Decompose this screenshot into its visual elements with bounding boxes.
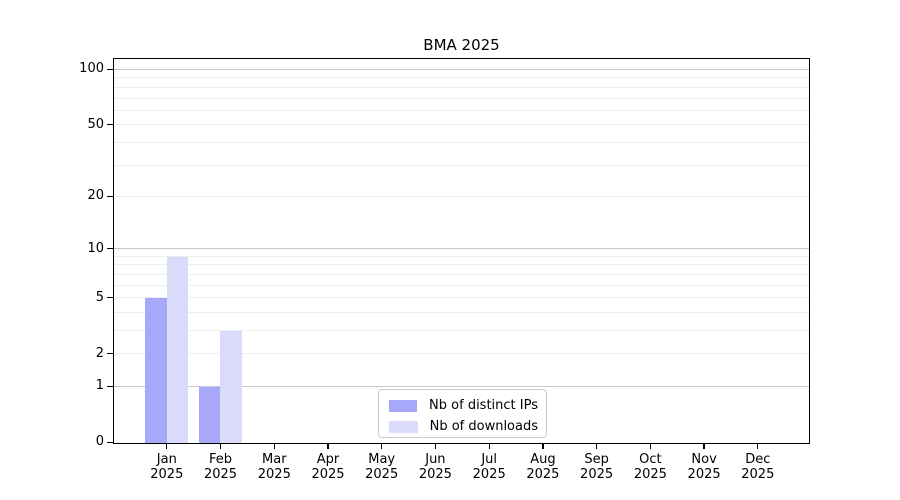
bar-feb-series-1 bbox=[220, 331, 242, 443]
x-tick-jan bbox=[166, 444, 168, 449]
x-tick-label-oct: Oct 2025 bbox=[633, 452, 667, 482]
x-tick-label-sep: Sep 2025 bbox=[580, 452, 614, 482]
y-tick-label-50: 50 bbox=[87, 116, 104, 132]
y-tick-label-10: 10 bbox=[87, 240, 104, 256]
major-gridline-100 bbox=[114, 69, 809, 70]
x-tick-label-mar: Mar 2025 bbox=[257, 452, 291, 482]
minor-gridline-4 bbox=[114, 311, 809, 313]
legend-swatch-distinct-ips bbox=[389, 399, 418, 412]
x-tick-label-nov: Nov 2025 bbox=[687, 452, 721, 482]
x-tick-feb bbox=[219, 444, 222, 449]
x-tick-may bbox=[381, 444, 383, 449]
x-tick-label-dec: Dec 2025 bbox=[741, 452, 775, 482]
y-tick-2 bbox=[107, 352, 113, 355]
x-tick-label-jan: Jan 2025 bbox=[150, 452, 184, 482]
minor-gridline-9 bbox=[114, 255, 809, 257]
x-tick-label-may: May 2025 bbox=[365, 452, 399, 482]
y-tick-label-1: 1 bbox=[95, 378, 104, 394]
minor-gridline-20 bbox=[114, 195, 809, 197]
y-tick-0 bbox=[107, 441, 113, 443]
legend-label-distinct-ips: Nb of distinct IPs bbox=[429, 398, 538, 413]
plot-area: Nb of distinct IPs Nb of downloads bbox=[113, 58, 810, 444]
minor-gridline-80 bbox=[114, 86, 809, 88]
x-tick-apr bbox=[327, 444, 329, 449]
x-tick-label-jul: Jul 2025 bbox=[472, 452, 506, 482]
x-tick-oct bbox=[649, 444, 651, 449]
minor-gridline-7 bbox=[114, 273, 809, 275]
minor-gridline-70 bbox=[114, 97, 809, 99]
y-tick-10 bbox=[107, 247, 113, 250]
y-tick-1 bbox=[107, 385, 113, 387]
minor-gridline-30 bbox=[114, 164, 809, 166]
y-tick-20 bbox=[107, 195, 113, 197]
legend: Nb of distinct IPs Nb of downloads bbox=[378, 389, 547, 438]
legend-label-downloads: Nb of downloads bbox=[429, 419, 538, 434]
bar-feb-series-0 bbox=[198, 387, 221, 443]
x-tick-nov bbox=[703, 444, 705, 449]
minor-gridline-8 bbox=[114, 264, 809, 266]
x-tick-aug bbox=[542, 444, 544, 449]
y-tick-100 bbox=[107, 68, 113, 70]
legend-item-distinct-ips: Nb of distinct IPs bbox=[389, 398, 538, 413]
x-tick-label-feb: Feb 2025 bbox=[203, 452, 238, 482]
x-tick-label-jun: Jun 2025 bbox=[418, 452, 452, 482]
x-tick-label-aug: Aug 2025 bbox=[526, 452, 560, 482]
minor-gridline-60 bbox=[114, 109, 809, 111]
bar-jan-series-0 bbox=[145, 298, 167, 443]
y-tick-50 bbox=[107, 123, 113, 126]
minor-gridline-3 bbox=[114, 330, 809, 331]
x-tick-jun bbox=[434, 444, 437, 449]
minor-gridline-90 bbox=[114, 77, 809, 79]
y-tick-label-20: 20 bbox=[87, 188, 104, 204]
major-gridline-1 bbox=[114, 386, 809, 387]
x-tick-jul bbox=[488, 444, 490, 449]
chart-title: BMA 2025 bbox=[423, 36, 500, 54]
minor-gridline-40 bbox=[114, 141, 809, 143]
legend-item-downloads: Nb of downloads bbox=[389, 419, 538, 434]
x-tick-mar bbox=[273, 444, 275, 449]
y-tick-label-100: 100 bbox=[79, 61, 104, 77]
x-tick-sep bbox=[596, 444, 598, 449]
legend-swatch-downloads bbox=[389, 420, 418, 433]
y-tick-5 bbox=[107, 296, 113, 299]
minor-gridline-2 bbox=[114, 353, 809, 355]
y-tick-label-5: 5 bbox=[95, 289, 104, 305]
major-gridline-10 bbox=[114, 248, 809, 250]
y-tick-label-0: 0 bbox=[95, 434, 104, 450]
x-tick-label-apr: Apr 2025 bbox=[311, 452, 345, 482]
y-tick-label-2: 2 bbox=[95, 345, 104, 361]
minor-gridline-5 bbox=[114, 297, 809, 299]
minor-gridline-6 bbox=[114, 284, 809, 286]
x-tick-dec bbox=[757, 444, 759, 449]
minor-gridline-50 bbox=[114, 124, 809, 126]
bar-jan-series-1 bbox=[166, 256, 188, 443]
